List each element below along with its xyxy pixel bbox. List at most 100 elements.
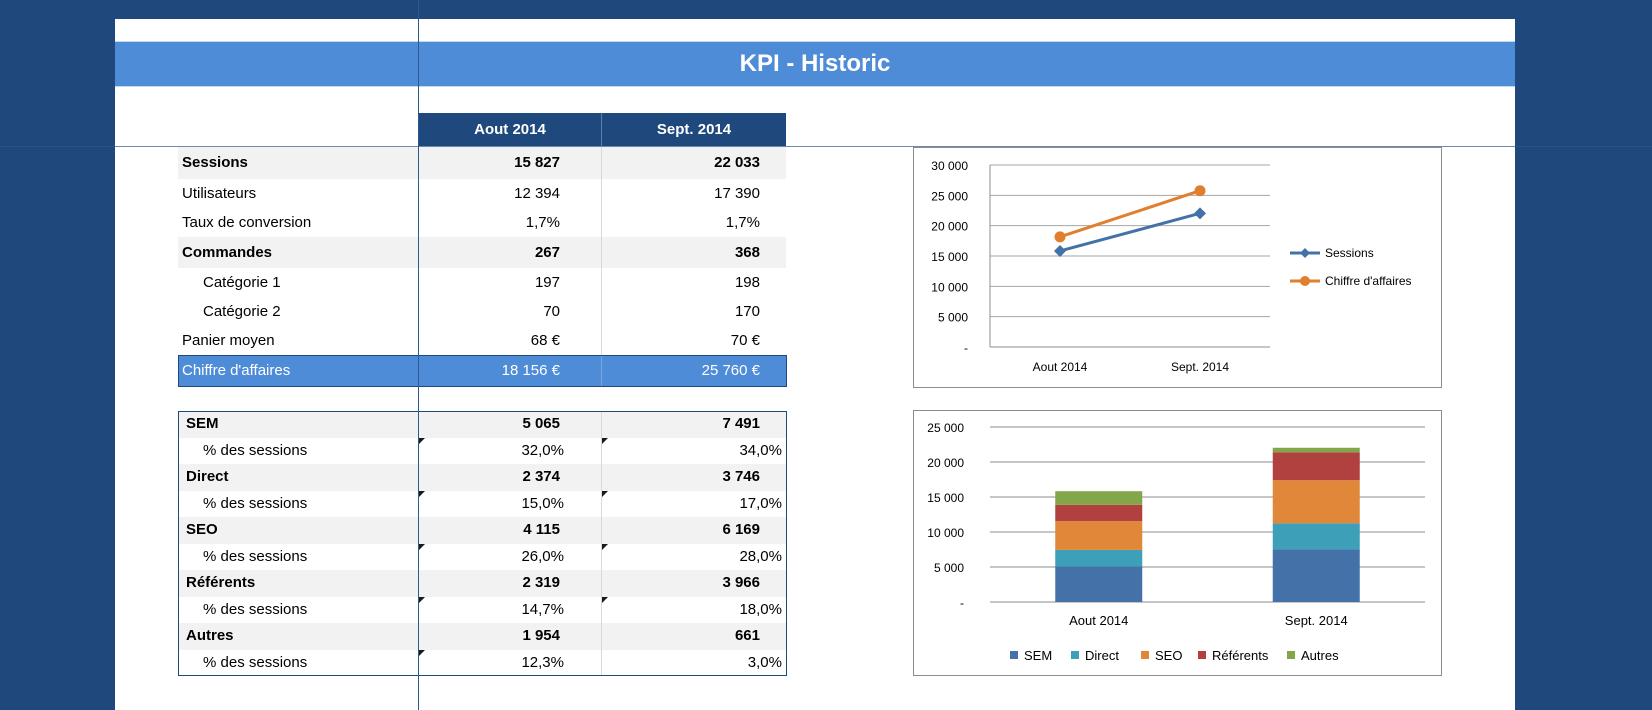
value-aout: 70 bbox=[543, 303, 560, 320]
legend-marker bbox=[1300, 276, 1310, 286]
channel-table-border bbox=[178, 411, 787, 676]
kpi-table: Sessions 15 827 22 033 Utilisateurs 12 394 17… bbox=[178, 147, 787, 387]
legend-label: Sessions bbox=[1325, 246, 1374, 260]
comment-marker-icon bbox=[419, 437, 425, 444]
data-point bbox=[1054, 231, 1066, 243]
value-aout: 18 156 € bbox=[501, 362, 560, 379]
value-sept: 3 746 bbox=[722, 468, 760, 485]
kpi-row[interactable]: Catégorie 1 197 198 bbox=[178, 268, 786, 297]
channel-row[interactable]: SEM 5 065 7 491 bbox=[178, 411, 786, 438]
bar-segment bbox=[1055, 491, 1143, 505]
bar-segment bbox=[1055, 504, 1143, 522]
pct-sept: 17,0% bbox=[739, 494, 782, 512]
column-header-label: Sept. 2014 bbox=[656, 121, 732, 138]
pct-label: % des sessions bbox=[203, 547, 308, 565]
bar-segment bbox=[1272, 480, 1360, 524]
column-header-label: Aout 2014 bbox=[474, 121, 546, 138]
series-line bbox=[1059, 211, 1201, 253]
data-point bbox=[1194, 185, 1206, 197]
legend-swatch bbox=[1287, 651, 1295, 659]
comment-marker-icon bbox=[602, 543, 608, 550]
bar-chart-box[interactable]: - 5 000 10 000 15 000 20 000 25 000 Aout 2014 S… bbox=[913, 410, 1442, 676]
x-tick-label: Sept. 2014 bbox=[1285, 613, 1348, 628]
bar-segment bbox=[1055, 549, 1143, 567]
row-label: Catégorie 1 bbox=[203, 274, 281, 291]
kpi-row[interactable]: Catégorie 2 70 170 bbox=[178, 297, 786, 326]
value-sept: 25 760 € bbox=[701, 362, 760, 379]
row-label: Taux de conversion bbox=[182, 214, 312, 231]
pct-aout: 12,3% bbox=[521, 653, 564, 671]
pct-aout: 14,7% bbox=[521, 600, 564, 618]
total-separator bbox=[601, 355, 602, 387]
value-aout: 4 115 bbox=[523, 521, 560, 538]
line-chart: - 5 000 10 000 15 000 20 000 25 000 30 000 Aout… bbox=[931, 159, 1411, 374]
row-label: Catégorie 2 bbox=[203, 303, 281, 320]
data-point bbox=[1194, 207, 1206, 220]
channel-row[interactable]: Référents 2 319 3 966 bbox=[178, 570, 786, 597]
freeze-pane-horizontal bbox=[0, 146, 1652, 147]
total-revenue-row[interactable]: Chiffre d'affaires 18 156 € 25 760 € bbox=[178, 355, 786, 387]
comment-marker-icon bbox=[602, 596, 608, 603]
channel-label: SEM bbox=[186, 415, 219, 432]
x-tick-label: Aout 2014 bbox=[1033, 360, 1088, 374]
value-aout: 1,7% bbox=[525, 214, 560, 231]
comment-marker-icon bbox=[419, 543, 425, 550]
line-chart-box[interactable]: - 5 000 10 000 15 000 20 000 25 000 30 000 Aout… bbox=[913, 147, 1442, 388]
row-label: Chiffre d'affaires bbox=[182, 362, 291, 379]
y-tick-label: 25 000 bbox=[931, 189, 968, 203]
page-title: KPI - Historic bbox=[739, 50, 891, 77]
channel-pct-row[interactable]: % des sessions 26,0% 28,0% bbox=[178, 543, 786, 571]
channel-label: Direct bbox=[186, 468, 229, 485]
channel-table: SEM 5 065 7 491 % des sessions 32,0% 34,0% Dir… bbox=[178, 411, 786, 676]
kpi-row[interactable]: Sessions 15 827 22 033 bbox=[178, 147, 786, 179]
kpi-row[interactable]: Commandes 267 368 bbox=[178, 237, 786, 268]
y-tick-label: 15 000 bbox=[927, 491, 964, 505]
kpi-row[interactable]: Utilisateurs 12 394 17 390 bbox=[178, 179, 786, 208]
total-row-border bbox=[178, 355, 787, 387]
y-tick-label: 10 000 bbox=[931, 280, 968, 294]
comment-marker-icon bbox=[602, 437, 608, 444]
value-aout: 15 827 bbox=[514, 154, 560, 171]
pct-sept: 28,0% bbox=[739, 547, 782, 565]
value-aout: 12 394 bbox=[514, 185, 560, 202]
comment-marker-icon bbox=[419, 490, 425, 497]
bar-segment bbox=[1272, 452, 1360, 481]
y-tick-label: 30 000 bbox=[931, 159, 968, 173]
channel-row[interactable]: Autres 1 954 661 bbox=[178, 623, 786, 650]
channel-pct-row[interactable]: % des sessions 32,0% 34,0% bbox=[178, 437, 786, 465]
comment-marker-icon bbox=[602, 490, 608, 497]
value-aout: 267 bbox=[534, 244, 560, 261]
kpi-row[interactable]: Taux de conversion 1,7% 1,7% bbox=[178, 208, 786, 237]
y-tick-label: 5 000 bbox=[934, 561, 964, 575]
legend-label: SEM bbox=[1024, 648, 1052, 663]
y-tick-label: - bbox=[964, 341, 968, 355]
channel-pct-row[interactable]: % des sessions 15,0% 17,0% bbox=[178, 490, 786, 518]
legend-swatch bbox=[1010, 651, 1018, 659]
legend-swatch bbox=[1198, 651, 1206, 659]
channel-pct-row[interactable]: % des sessions 12,3% 3,0% bbox=[178, 649, 786, 677]
value-aout: 2 319 bbox=[522, 574, 560, 591]
pct-sept: 18,0% bbox=[739, 600, 782, 618]
value-sept: 198 bbox=[734, 274, 760, 291]
data-point bbox=[1054, 244, 1066, 257]
channel-pct-row[interactable]: % des sessions 14,7% 18,0% bbox=[178, 596, 786, 624]
y-tick-label: 5 000 bbox=[938, 311, 968, 325]
channel-row[interactable]: SEO 4 115 6 169 bbox=[178, 517, 786, 544]
row-label: Sessions bbox=[182, 154, 248, 171]
column-header-1[interactable]: Aout 2014 bbox=[419, 113, 601, 146]
bar-segment bbox=[1272, 447, 1360, 453]
value-aout: 68 € bbox=[530, 332, 560, 349]
channel-row[interactable]: Direct 2 374 3 746 bbox=[178, 464, 786, 491]
x-tick-label: Sept. 2014 bbox=[1171, 360, 1229, 374]
value-sept: 3 966 bbox=[722, 574, 760, 591]
value-sept: 6 169 bbox=[722, 521, 760, 538]
column-header-2[interactable]: Sept. 2014 bbox=[602, 113, 786, 146]
bar-segment bbox=[1055, 521, 1143, 550]
value-aout: 2 374 bbox=[522, 468, 560, 485]
column-gridline bbox=[601, 147, 602, 355]
comment-marker-icon bbox=[419, 649, 425, 656]
value-sept: 22 033 bbox=[714, 154, 760, 171]
header-separator bbox=[601, 113, 602, 146]
kpi-row[interactable]: Panier moyen 68 € 70 € bbox=[178, 326, 786, 355]
pct-sept: 3,0% bbox=[747, 653, 782, 671]
